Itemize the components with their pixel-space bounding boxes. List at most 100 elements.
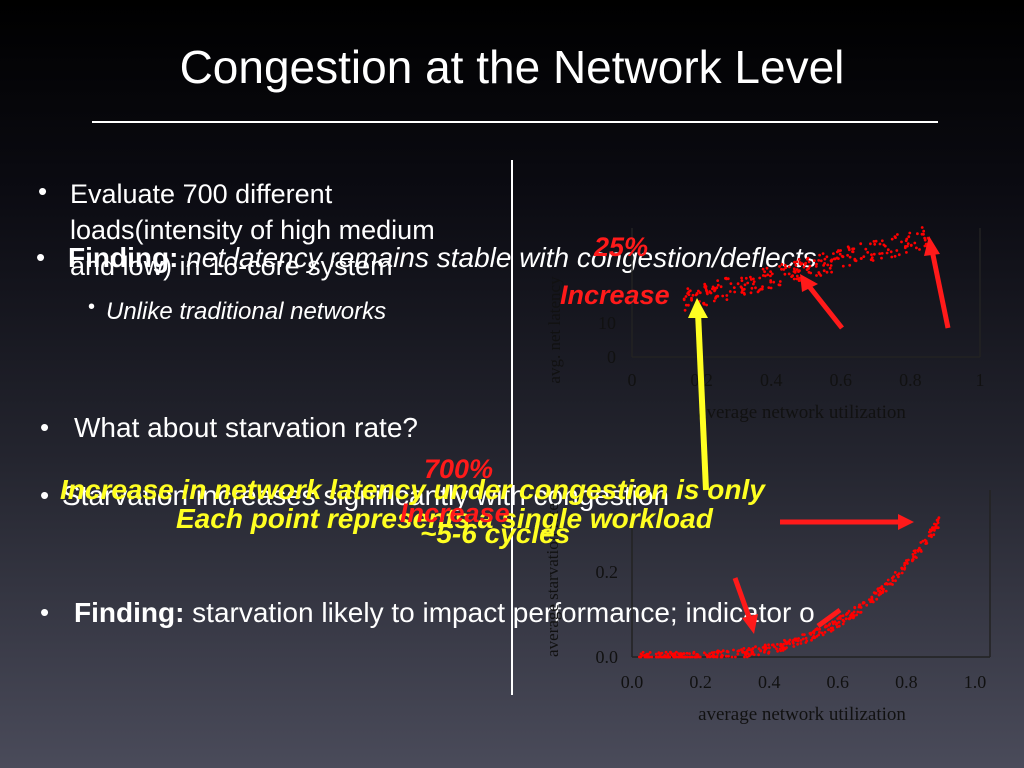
- starvation-point: [827, 623, 831, 627]
- latency-point: [866, 251, 870, 254]
- starvation-point: [724, 654, 728, 658]
- latency-point: [761, 274, 765, 277]
- latency-point: [746, 281, 750, 285]
- starvation-point: [682, 652, 686, 655]
- starvation-point: [659, 655, 663, 659]
- starvation-point: [878, 590, 882, 594]
- latency-point: [905, 251, 908, 254]
- starvation-point: [686, 655, 689, 659]
- latency-point: [724, 276, 728, 280]
- starvation-point: [736, 652, 740, 656]
- latency-point: [706, 292, 709, 296]
- latency-point: [803, 263, 807, 266]
- starvation-point: [796, 642, 799, 646]
- latency-point: [743, 283, 747, 287]
- starvation-point: [820, 631, 824, 635]
- starvation-point: [685, 651, 689, 655]
- starvation-point: [865, 603, 869, 607]
- latency-point: [908, 231, 912, 235]
- latency-point: [852, 247, 856, 251]
- starvation-point: [763, 650, 766, 654]
- latency-point: [721, 294, 725, 298]
- starvation-point: [648, 655, 652, 659]
- latency-point: [787, 272, 791, 276]
- latency-point: [828, 266, 832, 270]
- latency-point: [732, 286, 736, 289]
- starvation-point: [841, 622, 845, 626]
- latency-point: [795, 268, 799, 271]
- starvation-point: [907, 558, 910, 562]
- starvation-point: [721, 649, 725, 653]
- latency-point: [752, 280, 756, 283]
- column-divider: [511, 160, 513, 695]
- latency-point: [862, 255, 866, 258]
- latency-point: [859, 257, 863, 260]
- latency-point: [809, 271, 813, 275]
- starvation-point: [782, 642, 785, 646]
- latency-point: [769, 274, 772, 278]
- arrow-line: [695, 311, 709, 491]
- starvation-point: [884, 589, 888, 593]
- starvation-point: [877, 593, 881, 597]
- latency-point: [916, 232, 919, 236]
- latency-point: [686, 287, 690, 290]
- latency-point: [736, 282, 740, 286]
- arrow-head: [898, 514, 914, 530]
- starvation-point: [936, 519, 940, 523]
- latency-increase-note: Increase in network latency under conges…: [60, 474, 765, 505]
- starvation-point: [757, 647, 761, 651]
- slide-title: Congestion at the Network Level: [179, 41, 845, 93]
- latency-point: [817, 259, 821, 262]
- latency-point: [744, 276, 748, 280]
- starvation-point: [664, 650, 668, 654]
- starvation-point: [732, 648, 735, 652]
- latency-point: [872, 252, 876, 256]
- starvation-point: [930, 535, 933, 539]
- latency-point: [740, 291, 744, 294]
- latency-point: [733, 290, 737, 294]
- latency-point: [878, 252, 882, 256]
- starvation-point: [936, 521, 940, 525]
- latency-point: [682, 297, 686, 301]
- latency-point: [716, 279, 720, 282]
- starvation-point: [925, 541, 929, 545]
- starvation-point: [648, 651, 652, 654]
- latency-point: [795, 260, 799, 264]
- starvation-statement: Starvation increases significantly with …: [62, 480, 669, 511]
- starvation-point: [815, 634, 819, 638]
- starvation-point: [654, 652, 658, 656]
- latency-point: [808, 264, 812, 268]
- latency-point: [873, 242, 877, 246]
- latency-point: [743, 292, 746, 296]
- starvation-point: [721, 654, 724, 657]
- starvation-point: [743, 655, 746, 659]
- bullet-evaluate-loads: Evaluate 700 different loads(intensity o…: [70, 179, 435, 281]
- starvation-point: [911, 558, 914, 562]
- latency-point: [782, 268, 786, 271]
- latency-point: [825, 270, 829, 274]
- starvation-point: [778, 647, 782, 651]
- latency-point: [835, 250, 839, 254]
- starvation-point: [810, 638, 813, 642]
- starvation-point: [903, 561, 907, 565]
- latency-point: [725, 294, 729, 297]
- latency-point: [830, 259, 833, 263]
- latency-point: [893, 235, 897, 239]
- starvation-point: [751, 650, 755, 654]
- bullet-glyph: •: [38, 176, 48, 206]
- latency-point: [900, 240, 903, 244]
- latency-point: [923, 238, 927, 242]
- starvation-point: [852, 610, 856, 614]
- latency-point: [740, 276, 743, 280]
- latency-point: [792, 277, 796, 281]
- starvation-point: [804, 636, 808, 640]
- starvation-point: [934, 523, 938, 526]
- yellow-arrow: [688, 298, 709, 491]
- latency-point: [792, 267, 796, 271]
- latency-point: [886, 248, 890, 252]
- starvation-point: [694, 655, 697, 659]
- latency-point: [890, 255, 894, 259]
- starvation-point: [752, 653, 756, 656]
- latency-point: [885, 251, 889, 255]
- latency-point: [837, 257, 840, 260]
